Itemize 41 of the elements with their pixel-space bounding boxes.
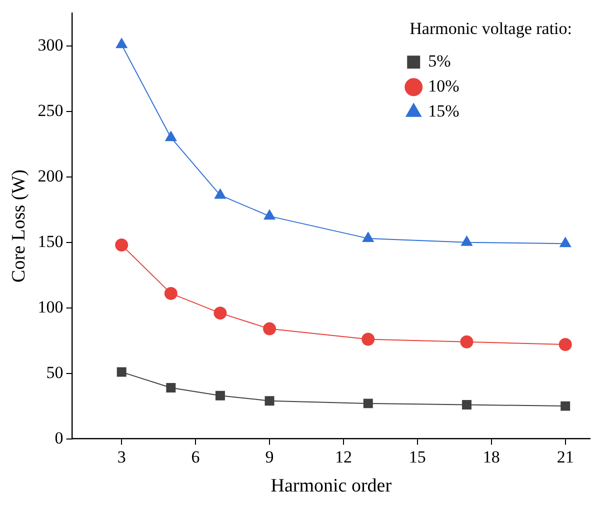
point <box>215 390 225 400</box>
x-axis-title: Harmonic order <box>270 476 392 497</box>
legend-label: 15% <box>428 102 460 121</box>
point <box>461 236 472 246</box>
point <box>462 400 472 410</box>
x-tick-label: 3 <box>117 447 126 466</box>
point <box>460 335 474 348</box>
x-tick-label: 15 <box>408 447 426 466</box>
x-tick-label: 9 <box>265 447 274 466</box>
point <box>362 232 374 242</box>
point <box>560 401 570 411</box>
point <box>263 322 276 336</box>
point <box>264 396 274 406</box>
y-tick-label: 200 <box>38 166 64 186</box>
point <box>214 188 226 199</box>
y-axis-title: Core Loss (W) <box>8 170 30 282</box>
point <box>362 332 375 346</box>
point <box>115 238 128 252</box>
point <box>558 338 572 352</box>
legend-label: 10% <box>428 76 460 96</box>
point <box>560 237 572 248</box>
point <box>166 382 176 392</box>
point <box>165 131 177 142</box>
y-tick-label: 0 <box>54 428 64 448</box>
legend-title: Harmonic voltage ratio: <box>410 19 572 38</box>
point <box>116 367 126 377</box>
point <box>363 398 373 408</box>
x-tick-label: 18 <box>482 447 500 466</box>
x-tick-label: 12 <box>334 447 352 466</box>
point <box>116 38 128 48</box>
legend-label: 5% <box>428 52 451 71</box>
point <box>164 286 178 300</box>
y-tick-label: 250 <box>38 100 64 120</box>
point <box>214 306 227 320</box>
point <box>264 210 276 220</box>
x-tick-label: 6 <box>191 447 200 466</box>
y-tick-label: 150 <box>38 232 64 251</box>
x-tick-label: 21 <box>556 447 574 466</box>
y-tick-label: 300 <box>38 35 64 54</box>
y-tick-label: 100 <box>38 297 64 316</box>
y-tick-label: 50 <box>46 362 64 382</box>
